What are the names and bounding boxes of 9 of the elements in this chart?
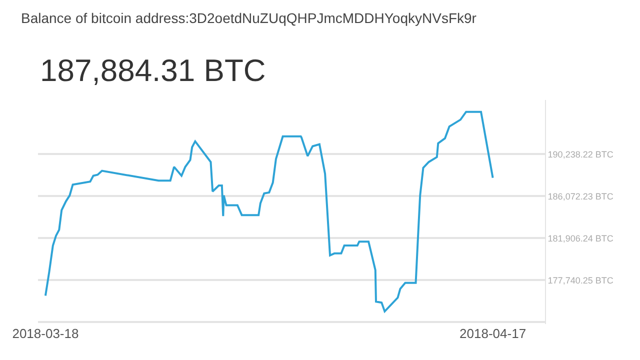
y-tick-label: 181,906.24 BTC — [548, 233, 614, 244]
chart-title: Balance of bitcoin address:3D2oetdNuZUqQHPJmcMDDHYoqkyNVsFk9r — [21, 10, 477, 26]
y-tick-label: 190,238.22 BTC — [548, 149, 614, 160]
x-tick-label: 2018-04-17 — [460, 326, 526, 341]
chart-subtitle: 187,884.31 BTC — [40, 53, 266, 88]
y-tick-label: 186,072.23 BTC — [548, 191, 614, 202]
line-series — [44, 110, 494, 312]
y-tick-label: 177,740.25 BTC — [548, 275, 614, 286]
x-tick-label: 2018-03-18 — [12, 326, 79, 341]
